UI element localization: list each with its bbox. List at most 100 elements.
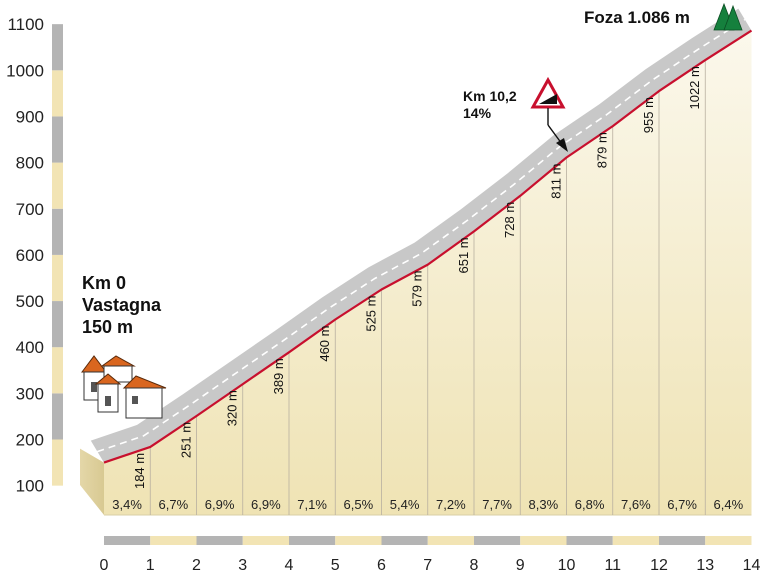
altitude-label: 879 m <box>595 132 610 168</box>
y-tick-label: 100 <box>16 477 44 496</box>
x-tick-label: 11 <box>604 557 621 574</box>
steep-km-label: Km 10,2 <box>463 88 517 104</box>
steep-gradient-sign-icon <box>530 76 566 109</box>
gradient-label: 7,6% <box>621 497 651 512</box>
gradient-label: 3,4% <box>112 497 142 512</box>
gradient-label: 7,7% <box>482 497 512 512</box>
altitude-label: 184 m <box>132 453 147 489</box>
altitude-label: 389 m <box>271 358 286 394</box>
altitude-labels: 184 m 251 m 320 m 389 m 460 m 525 m 579 m 651 m… <box>132 66 702 489</box>
start-altitude-label: 150 m <box>82 317 134 337</box>
x-tick-label: 5 <box>331 557 340 574</box>
y-axis-segment <box>52 208 63 255</box>
x-tick-label: 13 <box>696 557 714 574</box>
gradient-label: 8,3% <box>529 497 559 512</box>
x-axis-segment <box>520 536 567 545</box>
y-axis-segment <box>52 24 63 71</box>
gradient-label: 6,8% <box>575 497 605 512</box>
gradient-label: 7,2% <box>436 497 466 512</box>
altitude-label: 579 m <box>410 271 425 307</box>
x-tick-label: 2 <box>192 557 201 574</box>
x-tick-label: 6 <box>377 557 386 574</box>
steep-gradient-label: 14% <box>463 105 492 121</box>
y-tick-label: 300 <box>16 384 44 403</box>
x-tick-label: 10 <box>558 557 576 574</box>
profile-side-face <box>80 448 104 515</box>
y-axis-segment <box>52 393 63 440</box>
start-km-label: Km 0 <box>82 273 127 293</box>
x-tick-label: 9 <box>516 557 525 574</box>
y-axis: 100 200 300 400 500 600 700 800 900 1000 1100 <box>6 15 63 496</box>
village-houses-icon <box>81 355 167 419</box>
start-annotation: Km 0 Vastagna 150 m <box>82 272 161 338</box>
y-tick-label: 600 <box>16 246 44 265</box>
x-axis-segment <box>381 536 428 545</box>
x-axis-segment <box>566 536 613 545</box>
x-tick-label: 3 <box>238 557 247 574</box>
x-axis-segment <box>659 536 706 545</box>
altitude-label: 651 m <box>456 237 471 273</box>
y-axis-segment <box>52 162 63 209</box>
x-tick-label: 12 <box>650 557 668 574</box>
gradient-labels: 3,4% 6,7% 6,9% 6,9% 7,1% 6,5% 5,4% 7,2% 7,7% 8,3%… <box>112 497 743 512</box>
x-tick-label: 0 <box>100 557 109 574</box>
x-axis-segment <box>612 536 659 545</box>
gradient-label: 6,5% <box>344 497 374 512</box>
x-axis-segment <box>474 536 521 545</box>
x-axis: 0 1 2 3 4 5 6 7 8 9 10 11 12 13 14 <box>100 536 761 574</box>
altitude-label: 251 m <box>179 422 194 458</box>
y-tick-label: 400 <box>16 338 44 357</box>
x-axis-segment <box>705 536 752 545</box>
profile-side-face-shape <box>80 448 104 515</box>
altitude-label: 728 m <box>502 202 517 238</box>
x-tick-label: 7 <box>423 557 432 574</box>
x-axis-segment <box>335 536 382 545</box>
x-axis-segment <box>242 536 289 545</box>
y-axis-segment <box>52 116 63 163</box>
gradient-label: 7,1% <box>297 497 327 512</box>
y-tick-label: 1100 <box>7 15 44 34</box>
x-tick-label: 8 <box>470 557 479 574</box>
gradient-label: 6,4% <box>714 497 744 512</box>
summit-annotation: Foza 1.086 m <box>584 8 690 27</box>
steep-section-pointer <box>547 108 568 152</box>
x-axis-segment <box>150 536 197 545</box>
y-tick-label: 1000 <box>6 61 44 80</box>
x-axis-segment <box>196 536 243 545</box>
altitude-label: 1022 m <box>687 66 702 109</box>
y-tick-label: 700 <box>16 200 44 219</box>
altitude-label: 525 m <box>364 296 379 332</box>
y-axis-segment <box>52 70 63 117</box>
altitude-label: 955 m <box>641 97 656 133</box>
y-tick-label: 200 <box>16 431 44 450</box>
gradient-label: 6,7% <box>159 497 189 512</box>
x-tick-label: 4 <box>285 557 294 574</box>
start-town-label: Vastagna <box>82 295 162 315</box>
x-axis-segment <box>427 536 474 545</box>
y-axis-segment <box>52 347 63 394</box>
pine-trees-icon <box>713 2 743 31</box>
y-axis-segment <box>52 254 63 302</box>
x-tick-label: 14 <box>743 557 761 574</box>
gradient-label: 6,9% <box>205 497 235 512</box>
profile-line <box>103 29 753 464</box>
road-band <box>90 8 752 463</box>
x-axis-segment <box>289 536 336 545</box>
altitude-label: 811 m <box>549 164 564 199</box>
gradient-label: 6,7% <box>667 497 697 512</box>
x-axis-segment <box>104 536 151 545</box>
gradient-label: 6,9% <box>251 497 281 512</box>
x-tick-label: 1 <box>146 557 155 574</box>
profile-polyline <box>103 29 753 464</box>
steep-section-annotation: Km 10,2 14% <box>463 88 517 122</box>
road-band-shape <box>90 8 752 463</box>
y-tick-label: 900 <box>16 107 44 126</box>
y-axis-segment <box>52 439 63 486</box>
y-axis-segment <box>52 301 63 348</box>
km-dividers <box>149 60 706 515</box>
road-center-dash <box>97 18 746 453</box>
y-tick-label: 500 <box>16 292 44 311</box>
altitude-label: 320 m <box>225 390 240 426</box>
altitude-label: 460 m <box>317 326 332 362</box>
